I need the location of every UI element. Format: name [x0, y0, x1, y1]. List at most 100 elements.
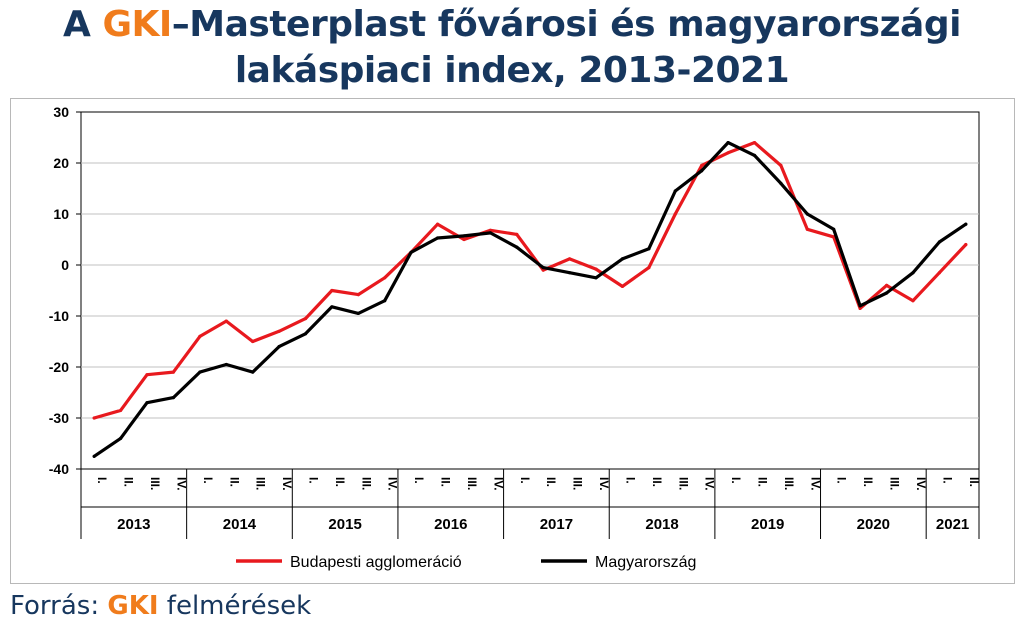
- x-quarter-label: II.: [544, 477, 558, 487]
- data-point: [462, 234, 466, 238]
- data-point: [356, 311, 360, 315]
- data-point: [620, 284, 625, 288]
- data-point: [964, 243, 968, 247]
- data-point: [673, 212, 677, 216]
- legend-label: Magyarország: [595, 554, 696, 571]
- series-line-magyarorszag: [92, 140, 968, 458]
- data-point: [198, 334, 202, 338]
- x-year-label: 2017: [540, 516, 573, 533]
- data-point: [92, 416, 96, 420]
- x-quarter-label: IV.: [597, 477, 611, 491]
- x-quarter-label: II.: [650, 477, 664, 487]
- x-quarter-label: IV.: [174, 477, 188, 491]
- x-quarter-label: I.: [95, 477, 109, 484]
- data-point: [383, 299, 387, 303]
- x-quarter-label: III.: [359, 477, 373, 490]
- data-point: [568, 257, 572, 261]
- data-point: [647, 266, 651, 270]
- data-point: [277, 329, 281, 333]
- y-tick-label: -40: [49, 461, 69, 477]
- data-point: [303, 317, 308, 321]
- data-point: [568, 271, 572, 275]
- data-point: [251, 370, 255, 374]
- data-point: [779, 163, 783, 168]
- chart-frame: 30 20 10 0 -10 -20 -30 -40 I. II. III. IV. 2013 I. II.…: [10, 98, 1015, 584]
- data-point: [171, 370, 175, 374]
- data-point: [937, 240, 942, 244]
- chart-title: A GKI–Masterplast fővárosi és magyarorsz…: [0, 2, 1024, 94]
- x-year-label: 2013: [117, 516, 150, 533]
- x-quarter-label: IV.: [386, 477, 400, 491]
- x-quarter-label: IV.: [491, 477, 505, 491]
- x-quarter-label: II.: [967, 477, 981, 487]
- data-point: [251, 339, 255, 344]
- x-year-label: 2014: [223, 516, 257, 533]
- x-quarter-label: I.: [623, 477, 637, 484]
- data-point: [779, 181, 783, 185]
- x-quarter-label: II.: [861, 477, 875, 487]
- data-point: [594, 276, 598, 280]
- legend-label: Budapesti agglomeráció: [290, 554, 462, 571]
- plot-area-border: [80, 111, 980, 470]
- x-quarter-label: I.: [729, 477, 743, 484]
- x-year-label: 2018: [645, 516, 678, 533]
- data-point: [462, 237, 466, 242]
- y-tick-label: 10: [53, 206, 69, 222]
- data-point: [330, 288, 334, 293]
- x-quarter-label: III.: [782, 477, 796, 490]
- data-point: [224, 362, 228, 367]
- title-brand: GKI: [102, 4, 172, 45]
- data-point: [436, 222, 440, 226]
- data-point: [911, 271, 915, 275]
- x-quarter-label: III.: [571, 477, 585, 490]
- x-quarter-label: I.: [307, 477, 321, 484]
- data-point: [726, 141, 730, 145]
- x-quarter-label: I.: [940, 477, 954, 484]
- x-quarter-label: III.: [148, 477, 162, 490]
- x-quarter-label: III.: [465, 477, 479, 490]
- data-point: [620, 257, 625, 261]
- data-point: [515, 245, 519, 249]
- x-quarter-label: II.: [756, 477, 770, 487]
- data-point: [700, 169, 704, 173]
- data-point: [145, 401, 149, 405]
- data-point: [673, 189, 677, 193]
- data-point: [700, 163, 704, 168]
- data-point: [488, 231, 492, 235]
- data-point: [937, 271, 942, 275]
- y-tick-label: -20: [49, 359, 69, 375]
- source-prefix: Forrás:: [10, 591, 108, 621]
- source-note: Forrás: GKI felmérések: [10, 586, 311, 626]
- data-point: [92, 454, 96, 458]
- data-point: [752, 141, 757, 145]
- title-rest: –Masterplast fővárosi és magyarországi: [171, 4, 962, 45]
- title-prefix: A: [63, 4, 103, 45]
- data-point: [330, 305, 334, 309]
- source-suffix: felmérések: [158, 591, 312, 621]
- x-quarter-label: IV.: [808, 477, 822, 491]
- data-point: [805, 227, 809, 231]
- x-quarter-label: I.: [412, 477, 426, 484]
- x-quarter-label: III.: [676, 477, 690, 490]
- data-point: [858, 306, 862, 310]
- x-quarter-label: II.: [439, 477, 453, 487]
- line-chart: 30 20 10 0 -10 -20 -30 -40 I. II. III. IV. 2013 I. II.…: [49, 104, 981, 571]
- x-year-label: 2021: [936, 516, 969, 533]
- data-point: [541, 266, 545, 270]
- x-quarter-label: IV.: [280, 477, 294, 491]
- data-point: [145, 373, 149, 377]
- data-point: [488, 228, 492, 232]
- title-line-1: A GKI–Masterplast fővárosi és magyarorsz…: [0, 2, 1024, 48]
- x-year-label: 2015: [328, 516, 361, 533]
- x-quarter-label: IV.: [703, 477, 717, 491]
- y-tick-label: 0: [61, 257, 69, 273]
- data-point: [171, 396, 175, 400]
- x-quarter-label: III.: [254, 477, 268, 490]
- x-year-label: 2019: [751, 516, 784, 533]
- data-point: [119, 436, 123, 440]
- x-quarter-label: II.: [227, 477, 241, 487]
- x-year-label: 2020: [857, 516, 890, 533]
- source-brand: GKI: [107, 591, 159, 621]
- data-point: [832, 227, 836, 231]
- x-quarter-label: IV.: [914, 477, 928, 491]
